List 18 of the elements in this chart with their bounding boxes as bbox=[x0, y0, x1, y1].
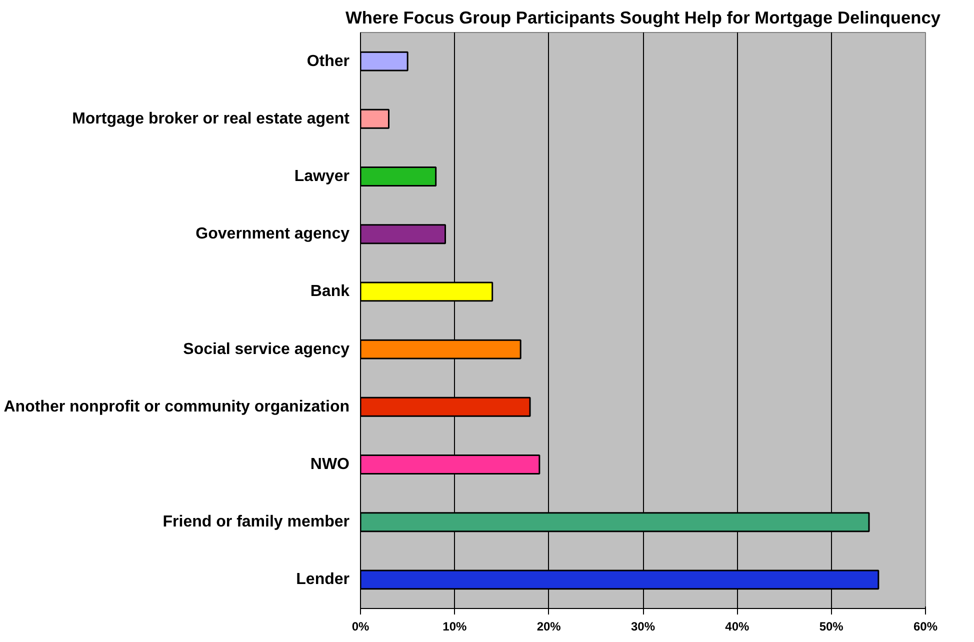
x-tick-label: 0% bbox=[352, 620, 370, 634]
x-tick-label: 20% bbox=[536, 620, 562, 634]
y-tick-label: Friend or family member bbox=[162, 514, 350, 531]
y-tick-label: Bank bbox=[310, 283, 350, 300]
y-tick-label: Another nonprofit or community organization bbox=[4, 398, 350, 416]
x-tick-label: 30% bbox=[630, 620, 656, 634]
x-tick-label: 60% bbox=[913, 620, 938, 634]
x-tick-label: 40% bbox=[725, 620, 750, 634]
chart-title: Where Focus Group Participants Sought Help for Mortgage Delinquency bbox=[346, 8, 941, 28]
y-tick-label: Government agency bbox=[196, 226, 350, 243]
y-tick-label: Lawyer bbox=[294, 168, 350, 185]
y-tick-label: Lender bbox=[296, 571, 350, 588]
y-tick-label: Social service agency bbox=[183, 340, 350, 358]
x-tick-label: 10% bbox=[442, 620, 468, 634]
y-tick-label: Mortgage broker or real estate agent bbox=[72, 110, 350, 128]
y-tick-label: NWO bbox=[310, 456, 350, 473]
y-tick-label: Other bbox=[306, 52, 350, 70]
x-tick-label: 50% bbox=[819, 620, 844, 634]
